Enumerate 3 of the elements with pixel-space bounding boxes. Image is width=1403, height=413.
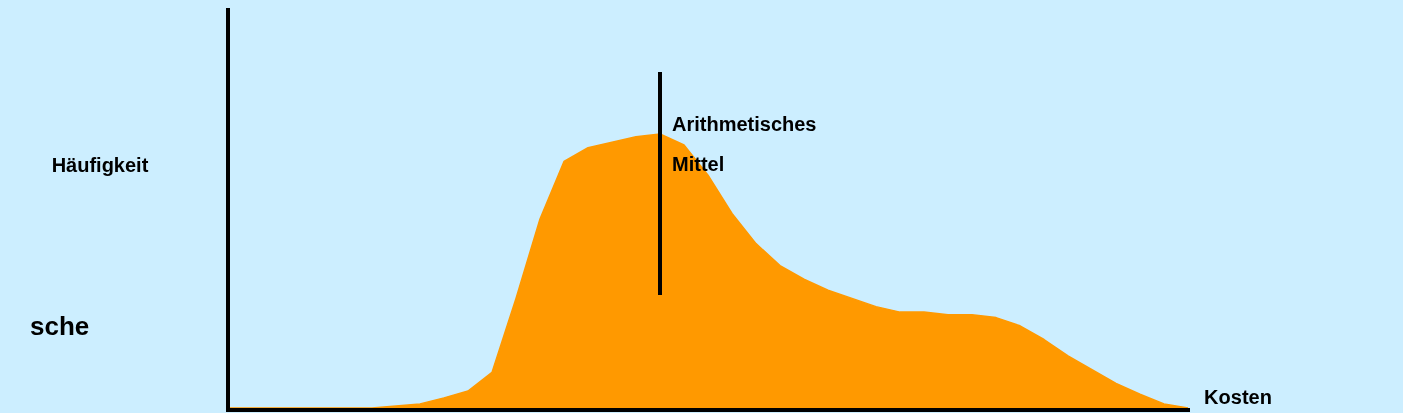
x-axis-title: Kosten <box>1204 385 1272 408</box>
text: sche <box>30 311 90 342</box>
y-axis-title: Häufigkeit <box>51 153 149 176</box>
